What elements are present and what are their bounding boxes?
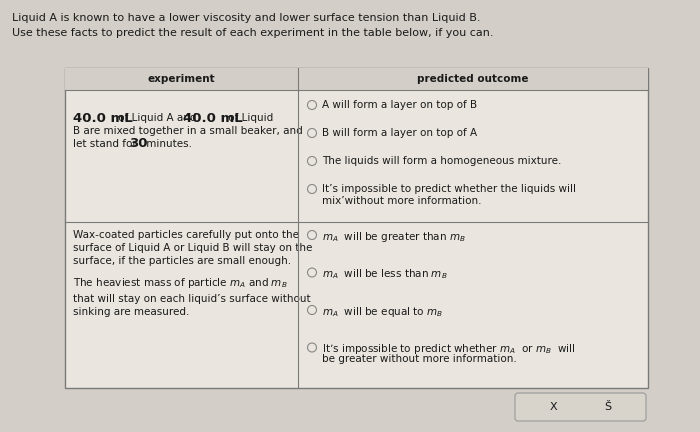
Text: A will form a layer on top of B: A will form a layer on top of B bbox=[322, 100, 477, 110]
Text: It’s impossible to predict whether $m_A$  or $m_B$  will: It’s impossible to predict whether $m_A$… bbox=[322, 343, 575, 356]
Text: B will form a layer on top of A: B will form a layer on top of A bbox=[322, 128, 477, 138]
Text: sinking are measured.: sinking are measured. bbox=[73, 307, 190, 317]
Text: Wax-coated particles carefully put onto the: Wax-coated particles carefully put onto … bbox=[73, 230, 299, 240]
Text: The heaviest mass of particle $m_A$ and $m_B$: The heaviest mass of particle $m_A$ and … bbox=[73, 276, 288, 290]
Text: that will stay on each liquid’s surface without: that will stay on each liquid’s surface … bbox=[73, 294, 311, 304]
Text: of Liquid: of Liquid bbox=[225, 113, 273, 123]
Text: $m_A$  will be less than $m_B$: $m_A$ will be less than $m_B$ bbox=[322, 267, 447, 281]
Text: 30: 30 bbox=[129, 137, 148, 150]
Text: of Liquid A and: of Liquid A and bbox=[115, 113, 200, 123]
Text: minutes.: minutes. bbox=[143, 139, 192, 149]
Text: be greater without more information.: be greater without more information. bbox=[322, 355, 517, 365]
Text: Liquid A is known to have a lower viscosity and lower surface tension than Liqui: Liquid A is known to have a lower viscos… bbox=[12, 13, 480, 23]
Text: $m_A$  will be equal to $m_B$: $m_A$ will be equal to $m_B$ bbox=[322, 305, 443, 319]
Text: surface of Liquid A or Liquid B will stay on the: surface of Liquid A or Liquid B will sta… bbox=[73, 243, 312, 253]
Bar bbox=[65, 68, 648, 388]
Text: Š: Š bbox=[604, 402, 612, 412]
FancyBboxPatch shape bbox=[515, 393, 646, 421]
Bar bbox=[65, 68, 648, 90]
Text: let stand for: let stand for bbox=[73, 139, 140, 149]
Text: experiment: experiment bbox=[148, 74, 216, 84]
Text: $m_A$  will be greater than $m_B$: $m_A$ will be greater than $m_B$ bbox=[322, 230, 466, 244]
Text: The liquids will form a homogeneous mixture.: The liquids will form a homogeneous mixt… bbox=[322, 156, 561, 166]
Text: It’s impossible to predict whether the liquids will: It’s impossible to predict whether the l… bbox=[322, 184, 576, 194]
Text: predicted outcome: predicted outcome bbox=[417, 74, 528, 84]
Text: 40.0 mL: 40.0 mL bbox=[183, 112, 243, 125]
Text: 40.0 mL: 40.0 mL bbox=[73, 112, 133, 125]
Text: surface, if the particles are small enough.: surface, if the particles are small enou… bbox=[73, 256, 291, 266]
Text: X: X bbox=[550, 402, 556, 412]
Text: B are mixed together in a small beaker, and: B are mixed together in a small beaker, … bbox=[73, 126, 302, 136]
Text: mix’without more information.: mix’without more information. bbox=[322, 196, 482, 206]
Text: Use these facts to predict the result of each experiment in the table below, if : Use these facts to predict the result of… bbox=[12, 28, 493, 38]
